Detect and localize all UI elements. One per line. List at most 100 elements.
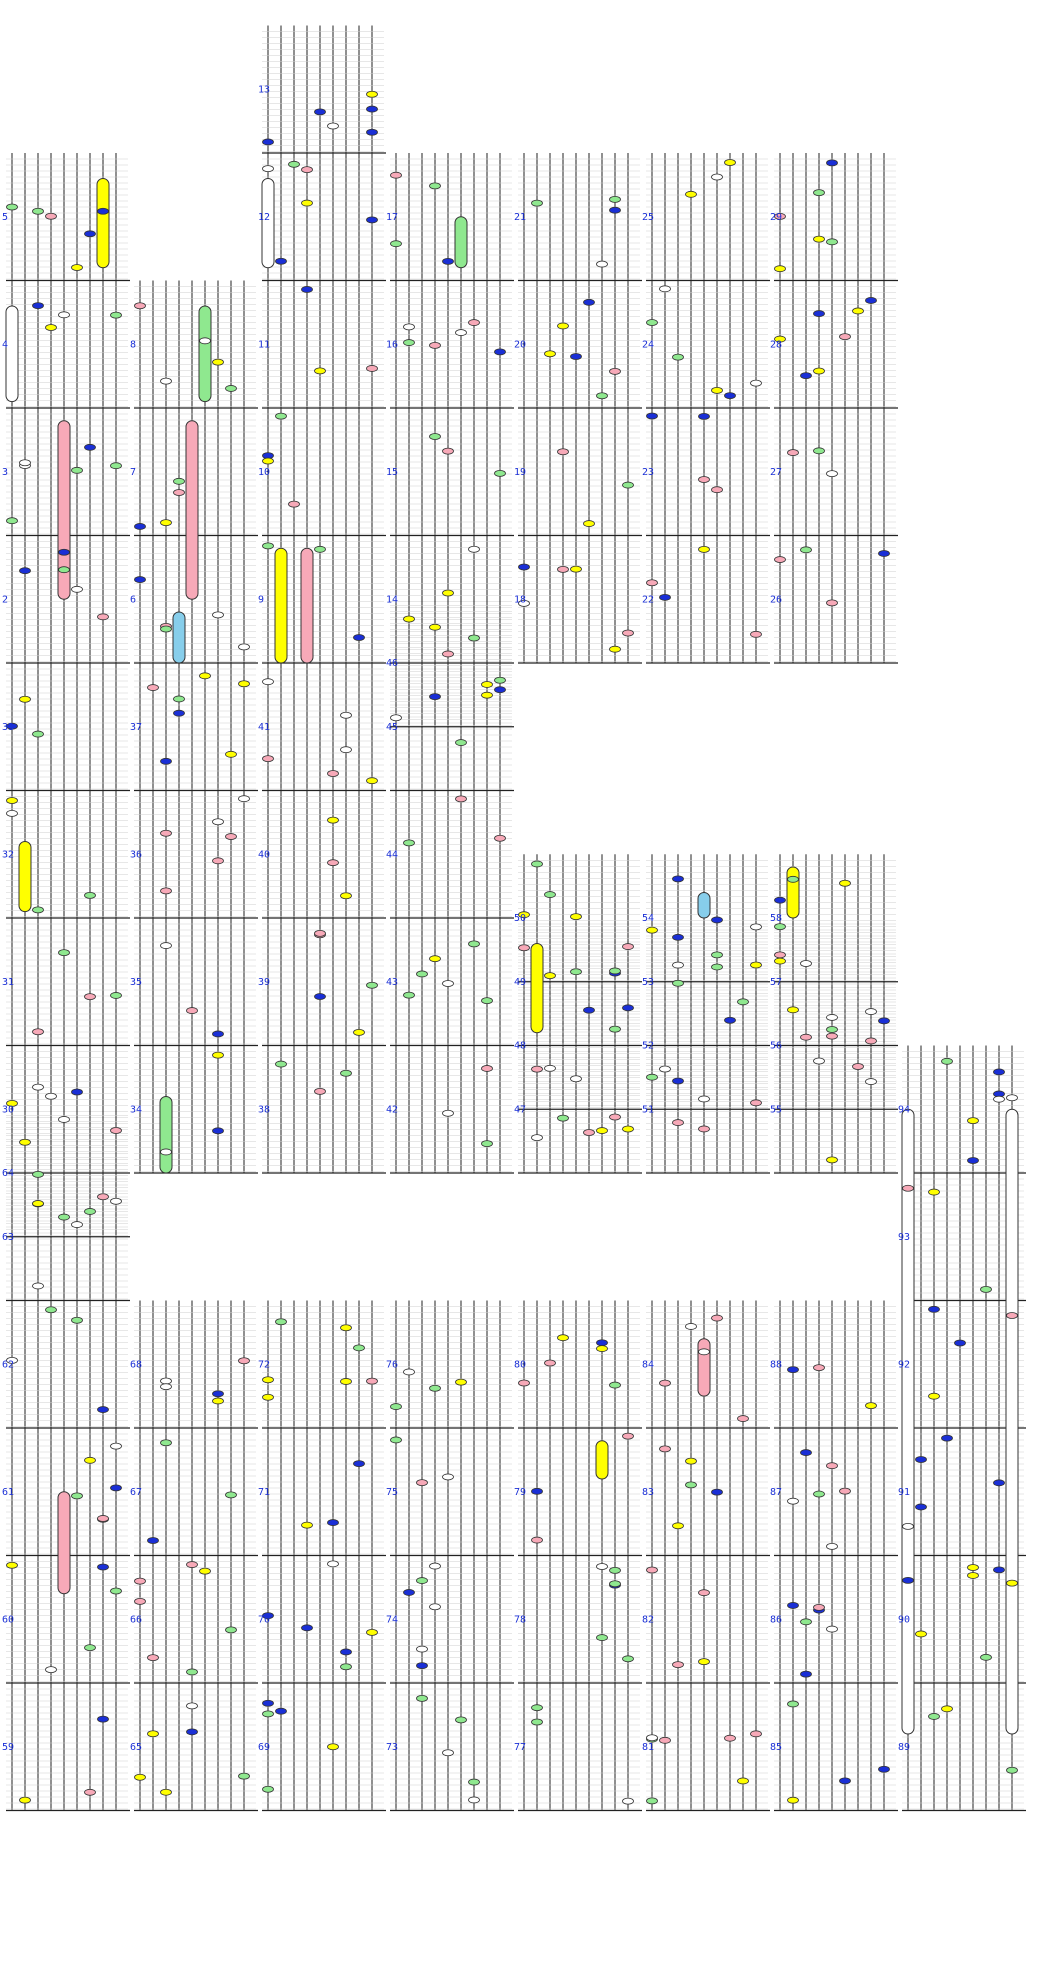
marker-pink bbox=[97, 1515, 109, 1522]
marker-green bbox=[173, 695, 185, 703]
marker-green bbox=[494, 469, 506, 477]
cell-label-86: 86 bbox=[770, 1614, 782, 1625]
bar-pink bbox=[185, 420, 199, 600]
marker-yellow bbox=[199, 672, 211, 680]
marker-blue bbox=[826, 159, 838, 167]
marker-blue bbox=[366, 216, 378, 224]
cell-34 bbox=[134, 1045, 258, 1174]
marker-green bbox=[468, 1778, 480, 1786]
marker-white bbox=[110, 1442, 122, 1450]
marker-white bbox=[826, 1014, 838, 1021]
marker-pink bbox=[314, 1088, 326, 1095]
marker-blue bbox=[711, 1488, 723, 1496]
marker-pink bbox=[646, 579, 658, 587]
cell-label-94: 94 bbox=[898, 1104, 910, 1115]
marker-blue bbox=[993, 1068, 1005, 1076]
marker-pink bbox=[826, 1462, 838, 1470]
marker-white bbox=[826, 1625, 838, 1633]
marker-green bbox=[468, 940, 480, 948]
marker-yellow bbox=[442, 589, 454, 597]
cell-label-88: 88 bbox=[770, 1359, 782, 1370]
marker-green bbox=[685, 1481, 697, 1489]
marker-pink bbox=[698, 1589, 710, 1597]
cell-label-8: 8 bbox=[130, 339, 136, 350]
marker-yellow bbox=[19, 1796, 31, 1804]
marker-blue bbox=[583, 1006, 595, 1014]
cell-55 bbox=[774, 1045, 898, 1174]
marker-yellow bbox=[6, 1561, 18, 1569]
cell-label-15: 15 bbox=[386, 467, 398, 478]
marker-blue bbox=[698, 413, 710, 420]
marker-green bbox=[557, 1114, 569, 1122]
marker-pink bbox=[455, 795, 467, 803]
marker-yellow bbox=[45, 324, 57, 331]
marker-yellow bbox=[839, 879, 851, 887]
marker-pink bbox=[442, 650, 454, 658]
cell-label-48: 48 bbox=[514, 1041, 526, 1052]
marker-blue bbox=[97, 1563, 109, 1571]
cell-69 bbox=[262, 1683, 386, 1812]
marker-pink bbox=[84, 993, 96, 1001]
marker-white bbox=[160, 942, 172, 949]
marker-pink bbox=[238, 1357, 250, 1365]
marker-pink bbox=[609, 1113, 621, 1121]
marker-yellow bbox=[212, 1397, 224, 1405]
marker-green bbox=[71, 1316, 83, 1324]
marker-white bbox=[570, 1075, 582, 1083]
marker-yellow bbox=[19, 695, 31, 703]
marker-blue bbox=[518, 563, 530, 571]
marker-pink bbox=[147, 684, 159, 691]
marker-green bbox=[110, 462, 122, 470]
cell-76 bbox=[390, 1300, 514, 1429]
marker-yellow bbox=[32, 1200, 44, 1207]
marker-green bbox=[429, 433, 441, 440]
cell-label-39: 39 bbox=[258, 977, 270, 988]
marker-pink bbox=[711, 486, 723, 494]
marker-pink bbox=[429, 341, 441, 349]
bar-pink bbox=[697, 1338, 711, 1397]
marker-white bbox=[199, 337, 211, 345]
cell-68 bbox=[134, 1300, 258, 1429]
marker-white bbox=[455, 329, 467, 336]
marker-green bbox=[262, 1710, 274, 1718]
cell-label-6: 6 bbox=[130, 594, 136, 605]
marker-white bbox=[596, 1563, 608, 1570]
cell-80 bbox=[518, 1300, 642, 1429]
marker-white bbox=[544, 1064, 556, 1072]
marker-white bbox=[160, 377, 172, 385]
marker-blue bbox=[774, 896, 786, 904]
marker-blue bbox=[711, 916, 723, 924]
marker-green bbox=[800, 1618, 812, 1626]
marker-green bbox=[455, 1716, 467, 1724]
marker-green bbox=[110, 1587, 122, 1595]
cell-label-74: 74 bbox=[386, 1614, 398, 1625]
marker-green bbox=[58, 949, 70, 957]
marker-green bbox=[711, 951, 723, 959]
marker-blue bbox=[212, 1127, 224, 1135]
cell-42 bbox=[390, 1045, 514, 1174]
marker-green bbox=[32, 1170, 44, 1178]
marker-green bbox=[609, 1381, 621, 1389]
cell-66 bbox=[134, 1555, 258, 1684]
marker-yellow bbox=[71, 264, 83, 271]
marker-green bbox=[416, 1577, 428, 1584]
marker-yellow bbox=[813, 367, 825, 375]
marker-green bbox=[84, 1208, 96, 1215]
marker-green bbox=[32, 730, 44, 738]
cell-label-44: 44 bbox=[386, 849, 398, 860]
cell-label-77: 77 bbox=[514, 1742, 526, 1753]
marker-yellow bbox=[403, 615, 415, 623]
marker-green bbox=[622, 1655, 634, 1663]
marker-pink bbox=[468, 319, 480, 326]
marker-green bbox=[494, 676, 506, 684]
marker-blue bbox=[494, 348, 506, 356]
marker-yellow bbox=[6, 797, 18, 804]
marker-pink bbox=[750, 1730, 762, 1738]
marker-blue bbox=[902, 1576, 914, 1584]
bar-cyan bbox=[172, 611, 186, 664]
marker-yellow bbox=[711, 386, 723, 394]
marker-blue bbox=[84, 443, 96, 451]
marker-yellow bbox=[724, 159, 736, 166]
marker-pink bbox=[800, 1033, 812, 1041]
marker-pink bbox=[659, 1379, 671, 1387]
